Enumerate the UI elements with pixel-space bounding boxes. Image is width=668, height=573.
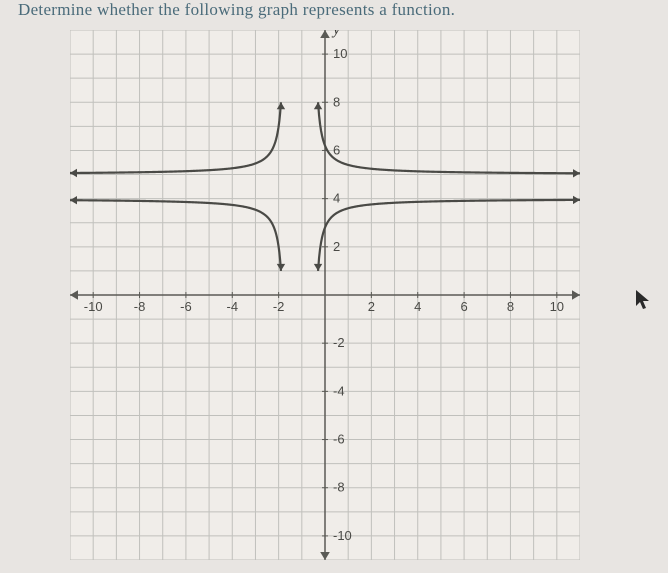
- x-tick-label: 10: [550, 299, 564, 314]
- y-tick-label: -2: [333, 335, 345, 350]
- x-tick-label: -4: [226, 299, 238, 314]
- y-axis-label: y: [331, 30, 341, 38]
- curve-upper-left: [70, 102, 281, 173]
- y-tick-label: 8: [333, 94, 340, 109]
- y-tick-label: 6: [333, 142, 340, 157]
- y-tick-label: -4: [333, 383, 345, 398]
- x-tick-label: -2: [273, 299, 285, 314]
- y-tick-label: -6: [333, 432, 345, 447]
- x-tick-label: 6: [460, 299, 467, 314]
- y-tick-label: 4: [333, 191, 340, 206]
- curve-upper-right: [318, 102, 580, 173]
- cursor-icon: [636, 290, 650, 310]
- x-tick-label: 4: [414, 299, 421, 314]
- y-tick-label: -8: [333, 480, 345, 495]
- y-tick-label: 10: [333, 46, 347, 61]
- y-tick-label: 2: [333, 239, 340, 254]
- x-tick-label: -6: [180, 299, 192, 314]
- chart-svg: -10-8-6-4-2246810-10-8-6-4-2246810xy: [70, 30, 580, 560]
- y-tick-label: -10: [333, 528, 352, 543]
- curve-lower-left: [70, 200, 281, 271]
- x-tick-label: 8: [507, 299, 514, 314]
- graph-chart: -10-8-6-4-2246810-10-8-6-4-2246810xy: [70, 30, 580, 560]
- question-text: Determine whether the following graph re…: [18, 0, 455, 20]
- x-tick-label: -10: [84, 299, 103, 314]
- x-tick-label: 2: [368, 299, 375, 314]
- x-tick-label: -8: [134, 299, 146, 314]
- curve-lower-right: [318, 200, 580, 271]
